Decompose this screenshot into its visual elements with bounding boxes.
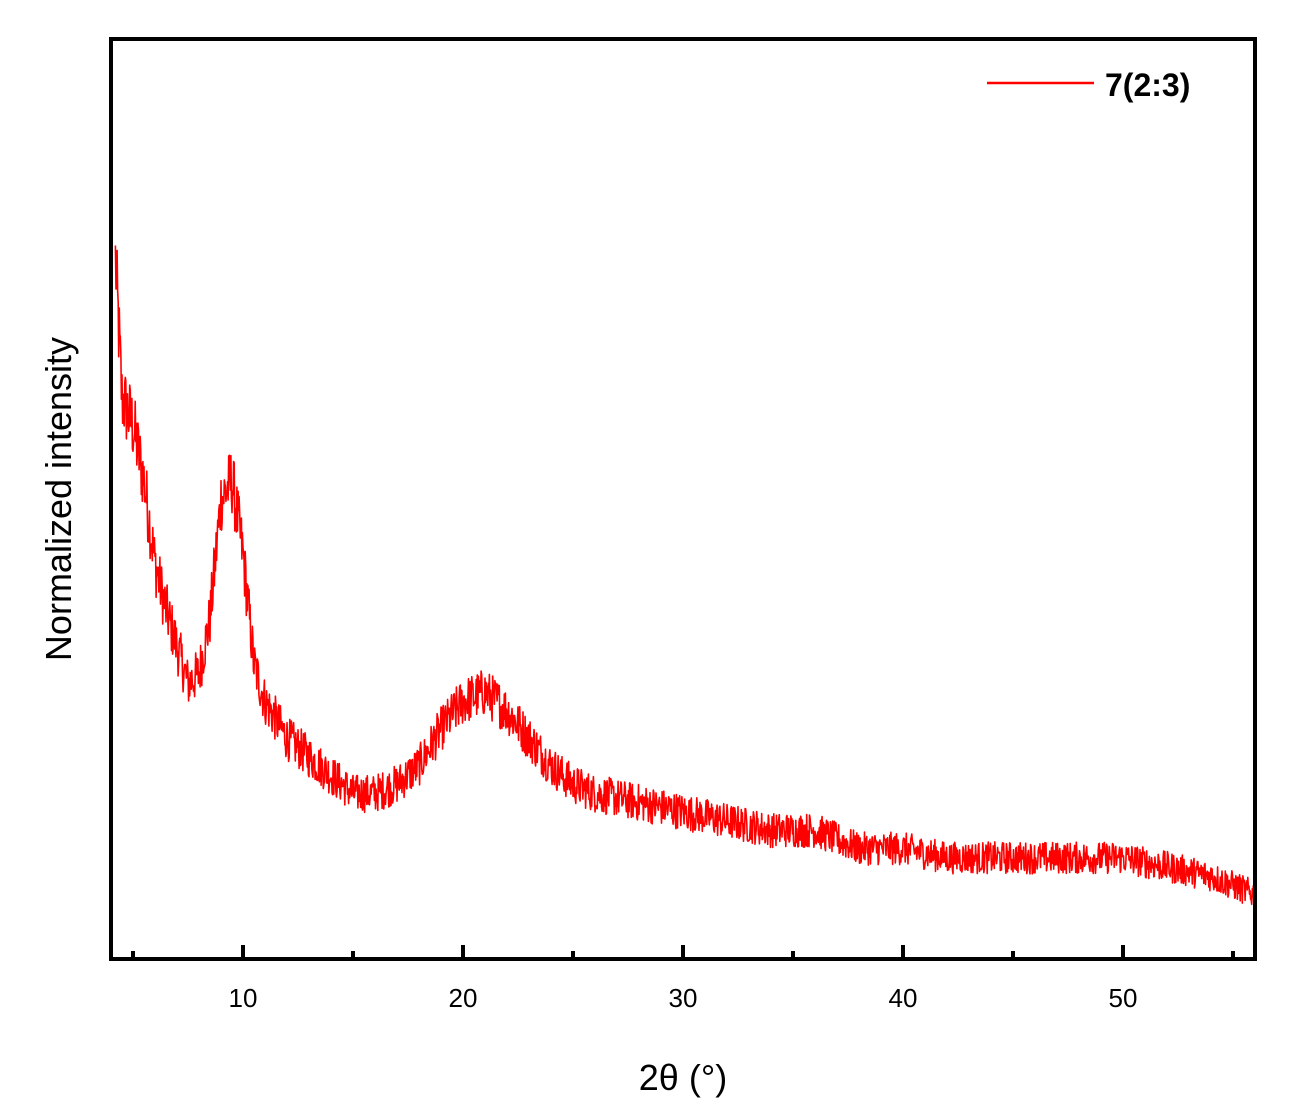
series-layer: [114, 245, 1256, 907]
x-tick-label: 30: [669, 983, 698, 1013]
series-line-0: [114, 245, 1256, 907]
legend: 7(2:3): [987, 67, 1190, 103]
x-axis-title: 2θ (°): [639, 1057, 727, 1098]
legend-label: 7(2:3): [1105, 67, 1190, 103]
x-tick-label: 50: [1109, 983, 1138, 1013]
x-tick-label: 10: [229, 983, 258, 1013]
y-axis-title: Normalized intensity: [38, 337, 79, 661]
plot-frame: [109, 37, 1257, 961]
x-tick-label: 40: [889, 983, 918, 1013]
x-ticks: 10 20 30 40 50: [131, 945, 1235, 1013]
x-tick-label: 20: [449, 983, 478, 1013]
